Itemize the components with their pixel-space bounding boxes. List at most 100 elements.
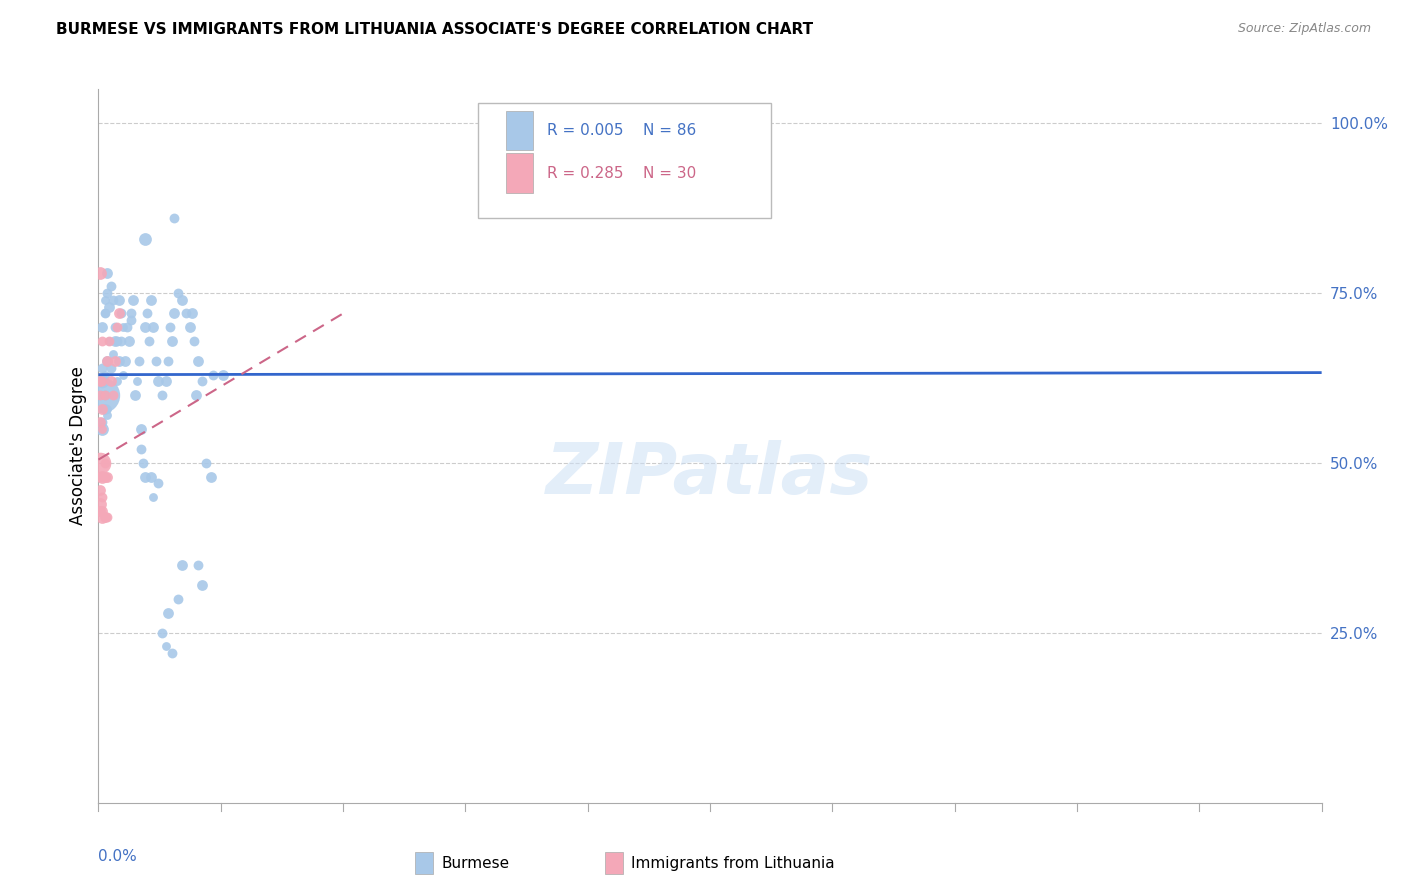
Point [93, 368, 115, 382]
Point [156, 354, 179, 368]
Point [132, 456, 155, 470]
Point [174, 306, 197, 320]
Point [89, 266, 111, 280]
Point [181, 306, 204, 320]
Point [108, 354, 131, 368]
Point [155, 640, 177, 654]
Point [118, 334, 141, 348]
Point [91, 422, 114, 436]
Point [120, 306, 142, 320]
Point [91, 510, 114, 524]
Y-axis label: Associate's Degree: Associate's Degree [69, 367, 87, 525]
Point [179, 320, 201, 334]
Point [104, 334, 127, 348]
Text: Source: ZipAtlas.com: Source: ZipAtlas.com [1237, 22, 1371, 36]
Point [97, 300, 120, 314]
Point [110, 306, 132, 320]
Point [91, 360, 114, 375]
Point [104, 354, 127, 368]
Point [160, 334, 183, 348]
Point [136, 306, 159, 320]
Point [91, 375, 114, 389]
Point [104, 320, 127, 334]
Point [170, 293, 193, 307]
Point [141, 469, 163, 483]
Point [96, 354, 118, 368]
Text: 0.0%: 0.0% [98, 849, 138, 864]
Point [91, 422, 114, 436]
Point [150, 626, 173, 640]
Point [201, 368, 224, 382]
Point [105, 334, 128, 348]
Point [191, 578, 214, 592]
Point [96, 409, 118, 423]
Point [142, 320, 165, 334]
Point [89, 375, 111, 389]
Point [96, 469, 118, 483]
Point [101, 388, 124, 402]
Point [96, 510, 118, 524]
Text: ZIPatlas: ZIPatlas [547, 440, 873, 509]
Point [108, 306, 131, 320]
Point [111, 368, 134, 382]
Point [89, 469, 111, 483]
FancyBboxPatch shape [478, 103, 772, 218]
Point [93, 306, 115, 320]
Point [89, 456, 111, 470]
Point [108, 293, 131, 307]
Point [124, 388, 146, 402]
Text: Burmese: Burmese [441, 855, 509, 871]
Point [91, 469, 114, 483]
Point [100, 375, 122, 389]
Point [163, 211, 186, 226]
Point [159, 320, 181, 334]
Point [93, 401, 115, 416]
Point [187, 558, 209, 572]
Point [110, 334, 132, 348]
Point [187, 354, 209, 368]
Point [93, 456, 115, 470]
Bar [506, 111, 533, 150]
Point [191, 375, 214, 389]
Point [114, 354, 136, 368]
Point [200, 469, 222, 483]
Point [120, 313, 142, 327]
Point [91, 334, 114, 348]
Point [145, 354, 167, 368]
Point [89, 415, 111, 429]
Point [101, 293, 124, 307]
Point [93, 469, 115, 483]
Point [127, 375, 149, 389]
Point [146, 375, 169, 389]
Point [100, 360, 122, 375]
Bar [506, 153, 533, 193]
Point [111, 320, 134, 334]
Point [91, 415, 114, 429]
Point [146, 476, 169, 491]
Text: Immigrants from Lithuania: Immigrants from Lithuania [631, 855, 835, 871]
Point [93, 293, 115, 307]
Point [91, 490, 114, 504]
Point [89, 483, 111, 498]
Text: R = 0.285    N = 30: R = 0.285 N = 30 [547, 166, 696, 180]
Point [183, 334, 205, 348]
Point [142, 490, 165, 504]
Point [97, 334, 120, 348]
Point [97, 334, 120, 348]
Point [91, 320, 114, 334]
Point [141, 293, 163, 307]
Point [93, 510, 115, 524]
Point [134, 232, 156, 246]
Point [96, 266, 118, 280]
Point [163, 306, 186, 320]
Point [96, 401, 118, 416]
Point [93, 388, 115, 402]
Point [134, 320, 156, 334]
Point [134, 469, 156, 483]
Point [138, 334, 160, 348]
Point [93, 306, 115, 320]
Point [91, 401, 114, 416]
Point [167, 591, 190, 606]
Point [129, 422, 152, 436]
Point [91, 503, 114, 517]
